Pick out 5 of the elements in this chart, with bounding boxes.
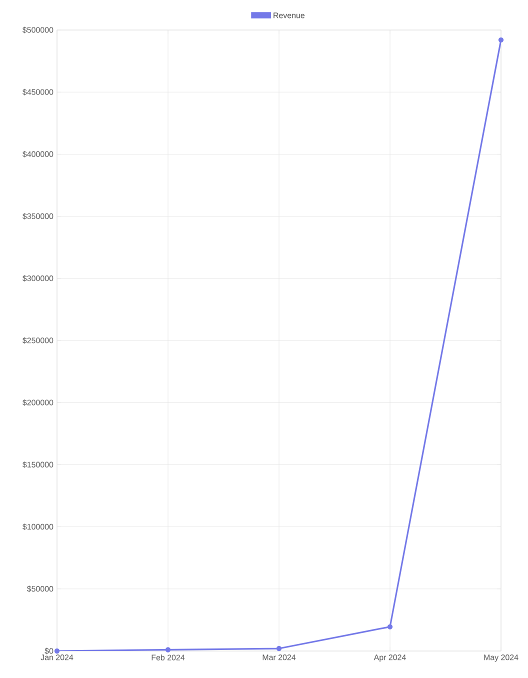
point — [165, 647, 171, 652]
point — [276, 646, 282, 652]
point — [498, 37, 504, 43]
point — [387, 624, 393, 630]
point — [54, 648, 60, 654]
